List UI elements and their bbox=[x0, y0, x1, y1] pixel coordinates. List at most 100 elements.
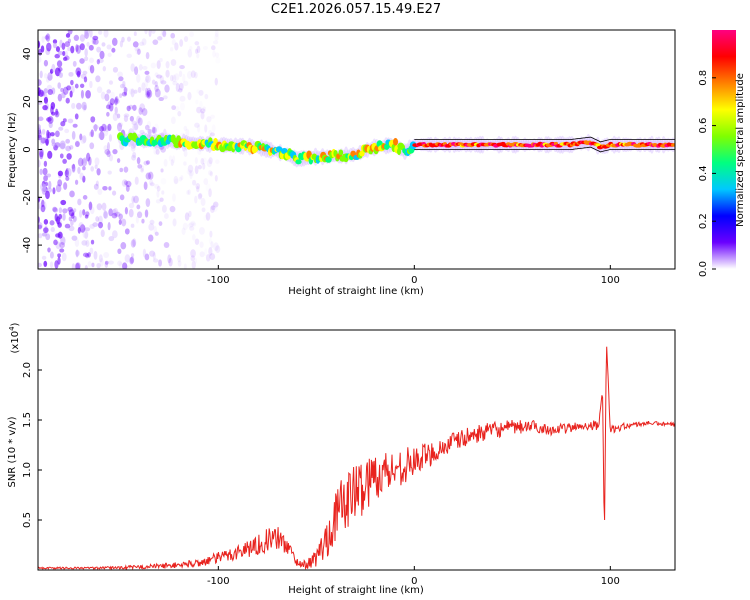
noise-blob bbox=[177, 254, 182, 263]
noise-blob bbox=[108, 208, 113, 217]
noise-blob bbox=[109, 102, 114, 112]
ridge-mark bbox=[359, 150, 365, 157]
noise-blob bbox=[137, 48, 141, 55]
ridge-mark bbox=[338, 149, 344, 156]
spectrogram-panel: -100 0 100 -40 -20 0 20 40 Height of straight … bbox=[7, 29, 676, 297]
figure-title: C2E1.2026.057.15.49.E27 bbox=[271, 2, 441, 17]
noise-blob bbox=[194, 195, 198, 204]
noise-blob bbox=[52, 39, 58, 44]
noise-blob bbox=[202, 106, 206, 111]
noise-blob bbox=[38, 134, 43, 141]
noise-blob bbox=[144, 78, 149, 88]
noise-blob bbox=[161, 204, 167, 213]
noise-blob bbox=[193, 257, 198, 264]
noise-blob bbox=[103, 128, 109, 137]
noise-blob bbox=[169, 74, 174, 82]
noise-blob bbox=[126, 105, 131, 112]
noise-blob bbox=[105, 104, 111, 110]
noise-blob bbox=[39, 203, 43, 212]
noise-blob bbox=[198, 89, 204, 96]
noise-blob bbox=[122, 262, 128, 269]
noise-blob bbox=[200, 111, 205, 120]
noise-blob bbox=[145, 51, 150, 60]
noise-blob bbox=[68, 216, 73, 222]
noise-blob bbox=[125, 180, 132, 188]
noise-blob bbox=[80, 73, 87, 79]
spectrogram-ridge-layer bbox=[117, 131, 675, 168]
noise-blob bbox=[74, 83, 79, 89]
noise-blob bbox=[112, 230, 118, 239]
noise-blob bbox=[159, 57, 163, 62]
noise-blob bbox=[66, 85, 72, 91]
noise-blob bbox=[102, 66, 107, 72]
noise-blob bbox=[119, 40, 123, 48]
noise-blob bbox=[42, 183, 47, 189]
noise-blob bbox=[86, 152, 91, 162]
noise-blob bbox=[160, 145, 167, 153]
noise-blob bbox=[43, 59, 49, 67]
noise-blob bbox=[94, 157, 100, 166]
noise-blob bbox=[44, 35, 50, 40]
noise-blob bbox=[190, 70, 196, 78]
noise-blob bbox=[121, 36, 125, 43]
noise-blob bbox=[118, 261, 123, 269]
noise-blob bbox=[95, 180, 99, 187]
noise-blob bbox=[153, 225, 157, 235]
noise-blob bbox=[175, 82, 180, 92]
noise-blob bbox=[148, 30, 152, 38]
noise-blob bbox=[183, 263, 187, 269]
noise-blob bbox=[39, 148, 44, 158]
noise-blob bbox=[62, 50, 66, 57]
noise-blob bbox=[55, 46, 61, 53]
noise-blob bbox=[45, 233, 51, 241]
noise-blob bbox=[96, 262, 101, 269]
noise-blob bbox=[149, 250, 156, 257]
noise-blob bbox=[67, 38, 71, 43]
noise-blob bbox=[144, 209, 149, 218]
noise-blob bbox=[134, 122, 139, 131]
noise-blob bbox=[52, 42, 57, 49]
noise-blob bbox=[144, 70, 150, 75]
noise-blob bbox=[55, 108, 59, 116]
noise-blob bbox=[135, 48, 142, 55]
noise-blob bbox=[187, 91, 192, 101]
noise-blob bbox=[187, 164, 194, 173]
noise-blob bbox=[60, 199, 67, 206]
noise-blob bbox=[43, 88, 48, 94]
noise-blob bbox=[189, 225, 195, 231]
noise-blob bbox=[48, 121, 52, 129]
noise-blob bbox=[114, 95, 119, 103]
noise-blob bbox=[186, 71, 193, 79]
noise-blob bbox=[95, 216, 100, 222]
noise-blob bbox=[121, 91, 128, 97]
noise-blob bbox=[122, 80, 126, 89]
noise-blob bbox=[85, 89, 91, 99]
snr-x-label: Height of straight line (km) bbox=[288, 585, 424, 596]
noise-blob bbox=[156, 190, 160, 198]
noise-blob bbox=[131, 195, 135, 204]
snr-series-line bbox=[38, 346, 675, 570]
noise-blob bbox=[148, 223, 155, 231]
noise-blob bbox=[89, 247, 94, 255]
noise-blob bbox=[41, 137, 47, 142]
noise-blob bbox=[84, 214, 89, 219]
ridge-upper-line bbox=[414, 136, 675, 143]
noise-blob bbox=[104, 260, 109, 265]
noise-blob bbox=[103, 30, 109, 38]
noise-blob bbox=[84, 231, 89, 240]
noise-blob bbox=[38, 126, 41, 135]
noise-blob bbox=[189, 171, 193, 180]
noise-blob bbox=[164, 213, 169, 220]
noise-blob bbox=[179, 82, 184, 91]
noise-blob bbox=[123, 113, 130, 118]
noise-blob bbox=[41, 36, 45, 43]
colorbar: 0.0 0.2 0.4 0.6 0.8 Normalized spectral ampl… bbox=[698, 30, 746, 277]
noise-blob bbox=[203, 178, 209, 185]
noise-blob bbox=[38, 40, 41, 49]
noise-blob bbox=[188, 170, 195, 177]
noise-blob bbox=[159, 197, 164, 202]
noise-blob bbox=[123, 180, 128, 186]
noise-blob bbox=[57, 179, 63, 187]
noise-blob bbox=[59, 140, 66, 149]
noise-blob bbox=[98, 254, 103, 263]
